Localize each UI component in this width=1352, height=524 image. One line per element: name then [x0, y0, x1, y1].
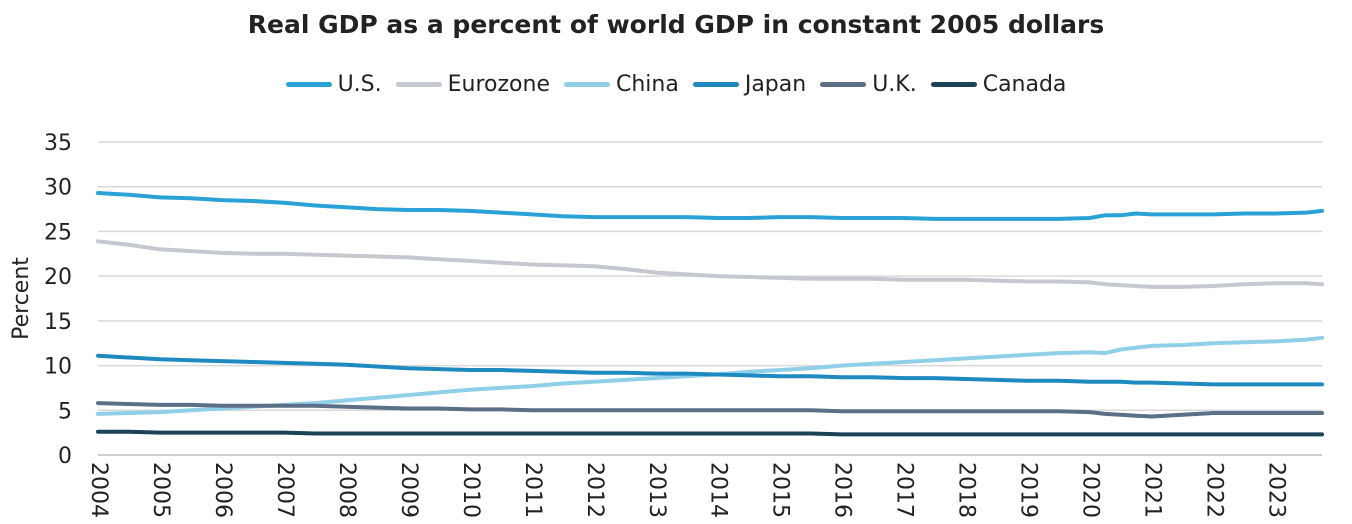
legend-label: China — [615, 72, 679, 97]
series-line-u-k — [96, 401, 1324, 419]
legend: U.S. Eurozone China Japan U.K. Canada — [0, 72, 1352, 97]
legend-item: China — [563, 72, 679, 97]
series-line-u-s — [96, 191, 1324, 221]
legend-swatch — [395, 82, 442, 87]
y-tick-label: 15 — [44, 310, 72, 335]
legend-swatch — [820, 82, 867, 87]
chart-title: Real GDP as a percent of world GDP in co… — [247, 10, 1105, 39]
series-line-china — [96, 335, 1324, 416]
y-tick-label: 25 — [44, 220, 72, 245]
legend-item: Eurozone — [395, 72, 550, 97]
legend-label: U.K. — [872, 72, 917, 97]
legend-swatch — [930, 82, 977, 87]
legend-item: U.S. — [285, 72, 382, 97]
x-tick-label: 2004 — [86, 462, 111, 518]
y-tick-label: 35 — [44, 131, 72, 156]
x-tick-label: 2012 — [582, 462, 607, 518]
y-tick-label: 30 — [44, 176, 72, 201]
x-tick-label: 2018 — [954, 462, 979, 518]
y-tick-label: 0 — [58, 444, 72, 469]
x-tick-label: 2019 — [1016, 462, 1041, 518]
x-tick-label: 2005 — [148, 462, 173, 518]
x-tick-label: 2023 — [1264, 462, 1289, 518]
x-tick-label: 2008 — [334, 462, 359, 518]
series-line-canada — [96, 429, 1324, 437]
y-tick-label: 5 — [58, 399, 72, 424]
x-tick-label: 2011 — [520, 462, 545, 518]
legend-item: Japan — [692, 72, 807, 97]
legend-item: Canada — [930, 72, 1067, 97]
series-line-japan — [96, 353, 1324, 387]
legend-swatch — [285, 82, 332, 87]
legend-label: Canada — [982, 72, 1067, 97]
x-tick-label: 2016 — [830, 462, 855, 518]
series-line-eurozone — [96, 239, 1324, 289]
x-tick-label: 2010 — [458, 462, 483, 518]
legend-item: U.K. — [820, 72, 917, 97]
y-tick-label: 20 — [44, 265, 72, 290]
x-tick-label: 2015 — [768, 462, 793, 518]
x-tick-label: 2021 — [1140, 462, 1165, 518]
x-tick-label: 2009 — [396, 462, 421, 518]
x-tick-label: 2014 — [706, 462, 731, 518]
x-tick-label: 2007 — [272, 462, 297, 518]
x-tick-label: 2022 — [1202, 462, 1227, 518]
x-tick-label: 2013 — [644, 462, 669, 518]
legend-swatch — [692, 82, 739, 87]
legend-label: Eurozone — [447, 72, 550, 97]
legend-label: Japan — [744, 72, 807, 97]
legend-label: U.S. — [337, 72, 382, 97]
x-tick-label: 2017 — [892, 462, 917, 518]
x-tick-label: 2006 — [210, 462, 235, 518]
y-axis-label: Percent — [9, 257, 34, 340]
x-tick-label: 2020 — [1078, 462, 1103, 518]
y-tick-label: 10 — [44, 355, 72, 380]
legend-swatch — [563, 82, 610, 87]
